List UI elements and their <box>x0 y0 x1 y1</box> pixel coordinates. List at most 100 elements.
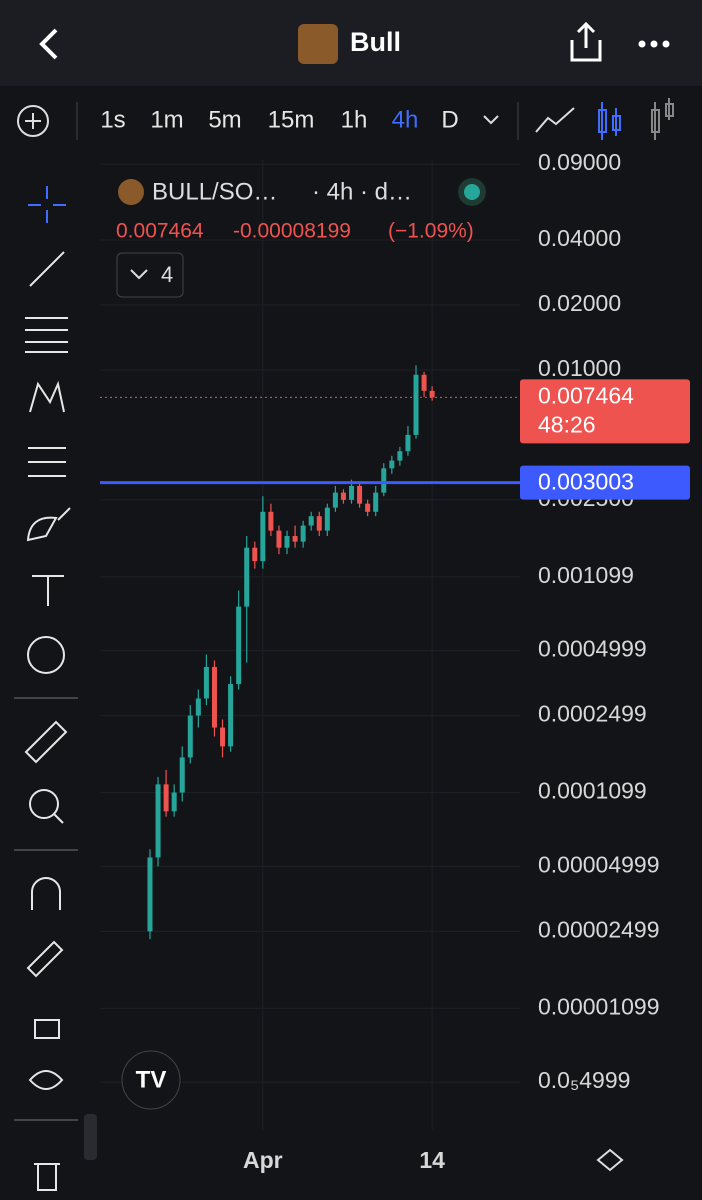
candle-body <box>429 390 435 398</box>
candle-body <box>155 784 161 858</box>
y-tick-label: 0.0₅4999 <box>538 1067 630 1093</box>
y-tick-label: 0.001099 <box>538 562 634 588</box>
candle-body <box>405 434 411 452</box>
line-chart-button[interactable] <box>535 107 575 133</box>
timeframe-button[interactable]: D <box>441 106 458 133</box>
plot-area <box>100 160 520 1130</box>
timeframe-button[interactable]: 1m <box>150 106 183 133</box>
candle-body <box>308 516 314 526</box>
candle-body <box>357 485 363 504</box>
candle-body <box>203 666 209 699</box>
crosshair-tool[interactable] <box>28 186 66 223</box>
candle-body <box>389 460 395 469</box>
candle-body <box>228 684 234 747</box>
candle-body <box>147 857 153 932</box>
candle-body <box>252 547 258 562</box>
magnet-tool[interactable] <box>31 877 61 910</box>
chevron <box>130 269 148 280</box>
level-label-box <box>520 465 690 500</box>
x-tick-label: 14 <box>419 1147 445 1173</box>
add-icon <box>25 113 41 129</box>
trendline-tool[interactable] <box>29 251 65 287</box>
status-dot <box>464 184 480 200</box>
timeframe-button[interactable]: 1s <box>100 106 125 133</box>
y-tick-label: 0.00004999 <box>538 851 660 877</box>
legend-interval: · 4h · d… <box>312 178 412 205</box>
candle-body <box>324 507 330 531</box>
candle-body <box>340 492 346 500</box>
candle-body <box>332 492 338 508</box>
delete-tool[interactable] <box>34 1163 60 1191</box>
countdown-label: 48:26 <box>538 411 596 437</box>
emoji-tool[interactable] <box>27 636 65 674</box>
x-tick-label: Apr <box>243 1147 283 1173</box>
indicators-toggle[interactable] <box>116 252 184 298</box>
y-tick-label: 0.02000 <box>538 290 621 316</box>
text-tool[interactable] <box>32 575 64 606</box>
timeframe-button[interactable]: 1h <box>341 106 368 133</box>
visibility-tool[interactable] <box>28 1070 64 1090</box>
zoom-tool[interactable] <box>29 789 59 819</box>
lock-drawing-tool[interactable] <box>26 940 64 978</box>
level-label: 0.003003 <box>538 469 634 495</box>
candle-body <box>163 784 169 812</box>
candle-body <box>365 503 371 512</box>
candle-body <box>171 792 177 812</box>
indicators-count: 4 <box>161 262 173 287</box>
legend-symbol: BULL/SO… <box>152 178 277 205</box>
drawing-sidebar <box>0 156 97 1200</box>
candle-body <box>211 666 217 728</box>
y-tick-label: 0.00002499 <box>538 916 660 942</box>
more-button[interactable] <box>638 40 670 48</box>
pattern-tool[interactable] <box>29 380 65 413</box>
candle-body <box>179 757 185 793</box>
y-tick-label: 0.0002499 <box>538 701 647 727</box>
token-avatar <box>298 24 338 64</box>
toolbar <box>0 86 702 156</box>
timeframe-dropdown[interactable] <box>483 115 499 125</box>
legend-last: 0.007464 <box>116 220 204 243</box>
timeframe-button[interactable]: 15m <box>268 106 315 133</box>
candle-body <box>413 374 419 435</box>
candle-body <box>397 451 403 461</box>
back-button[interactable] <box>39 28 58 60</box>
candle-body <box>260 511 266 562</box>
candle-body <box>316 516 322 531</box>
projection-tool[interactable] <box>28 447 66 477</box>
share-button[interactable] <box>570 21 602 62</box>
tradingview-logo[interactable] <box>121 1050 181 1110</box>
add-button[interactable] <box>17 105 49 137</box>
sidebar-collapse[interactable] <box>84 1114 97 1160</box>
candle-body <box>300 525 306 542</box>
candle-body <box>220 727 226 747</box>
candle-body <box>244 547 250 607</box>
price-label: 0.007464 <box>538 382 634 408</box>
candle-body <box>276 530 282 548</box>
candle-body <box>195 698 201 716</box>
timeframe-button[interactable]: 5m <box>208 106 241 133</box>
header-title: Bull <box>350 27 401 57</box>
candle-body <box>349 485 355 500</box>
candle-body <box>284 535 290 548</box>
legend-change-pct: (−1.09%) <box>388 220 474 243</box>
settings-button[interactable] <box>596 1148 624 1172</box>
brush-tool[interactable] <box>26 507 71 542</box>
candle-body <box>268 511 274 531</box>
y-tick-label: 0.04000 <box>538 225 621 251</box>
y-tick-label: 0.0004999 <box>538 636 647 662</box>
ruler-tool[interactable] <box>24 720 68 764</box>
y-tick-label: 0.0001099 <box>538 778 647 804</box>
candle-body <box>292 535 298 542</box>
candle-body <box>373 492 379 512</box>
fib-tool[interactable] <box>25 317 68 353</box>
candle-body <box>381 468 387 493</box>
logo-mark: TV <box>136 1066 167 1093</box>
candle-chart-button[interactable] <box>598 102 621 140</box>
timeframe-button[interactable]: 4h <box>392 106 419 133</box>
legend-avatar <box>118 179 144 205</box>
lock-tool[interactable] <box>34 1019 60 1039</box>
bar-chart-button[interactable] <box>651 98 674 140</box>
zoom-handle <box>53 813 64 824</box>
